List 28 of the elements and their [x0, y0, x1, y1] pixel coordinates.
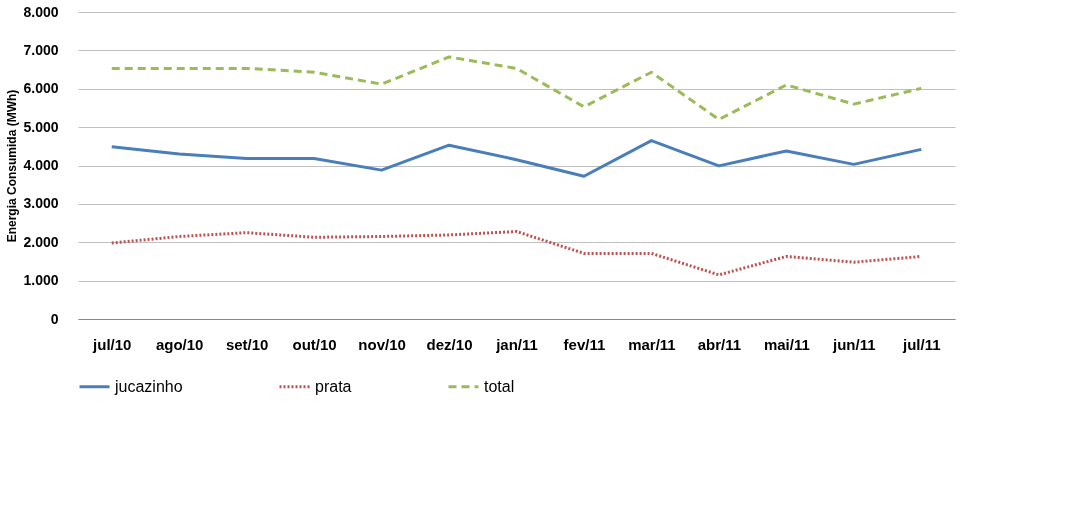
y-tick-label: 1.000	[23, 272, 59, 289]
line-series	[110, 55, 923, 121]
x-tick-label: abr/11	[697, 335, 742, 353]
x-tick-label: dez/10	[426, 335, 473, 353]
x-tick-label: mar/11	[628, 335, 676, 353]
y-tick-label: 3.000	[23, 195, 59, 212]
legend-label: total	[484, 377, 515, 395]
y-tick-label: 6.000	[23, 80, 59, 97]
y-tick-label: 0	[50, 310, 59, 327]
x-tick-label: nov/10	[358, 335, 406, 353]
x-tick-label: ago/10	[155, 335, 204, 353]
legend-label: prata	[315, 377, 352, 395]
x-tick-label: set/10	[225, 335, 269, 353]
y-tick-label: 5.000	[23, 118, 59, 135]
x-tick-label: jul/10	[92, 335, 132, 353]
y-tick-label: 7.000	[23, 41, 59, 58]
x-tick-label: out/10	[292, 335, 337, 353]
y-axis-title: Energia Consumida (MWh)	[5, 89, 20, 243]
x-tick-label: fev/11	[563, 335, 606, 353]
x-tick-label: jun/11	[832, 335, 876, 353]
legend-label: jucazinho	[114, 377, 183, 395]
y-tick-label: 2.000	[23, 233, 59, 250]
x-tick-label: jul/11	[902, 335, 941, 353]
x-tick-label: jan/11	[495, 335, 538, 353]
y-tick-label: 4.000	[23, 157, 59, 173]
y-tick-label: 8.000	[23, 3, 59, 20]
x-tick-label: mai/11	[763, 335, 810, 353]
line-series	[110, 139, 923, 178]
